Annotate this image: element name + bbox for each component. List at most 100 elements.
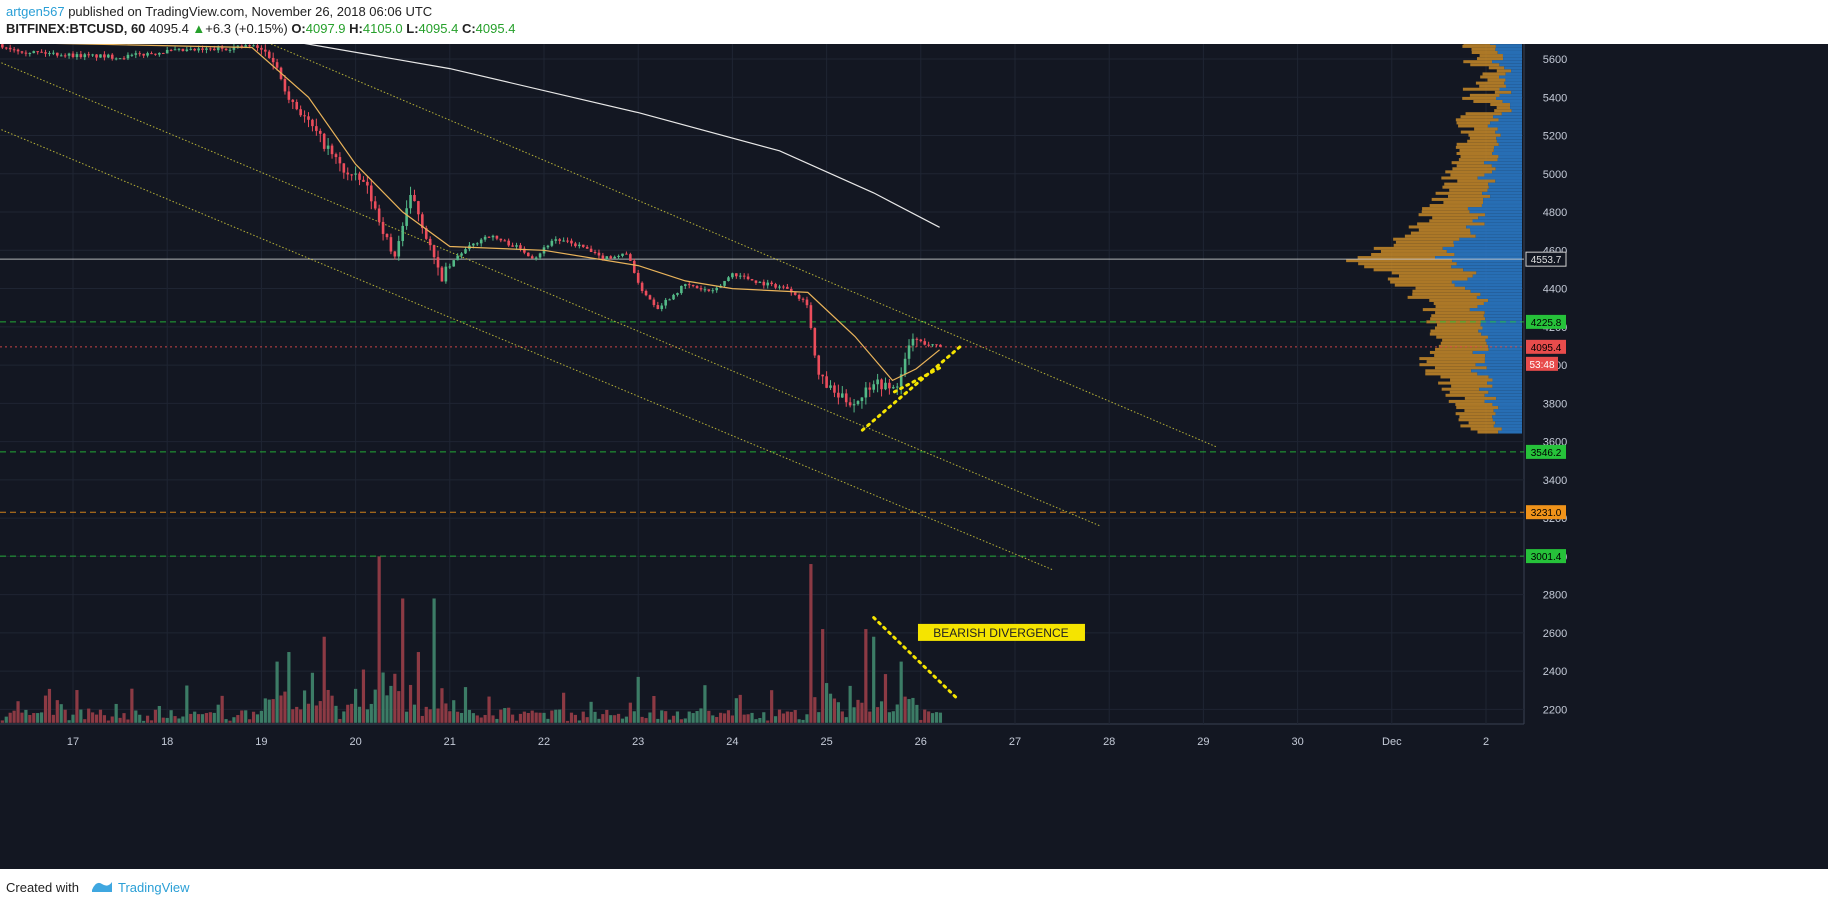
volume-profile-sell-bar bbox=[1463, 60, 1493, 64]
volume-profile-sell-bar bbox=[1474, 127, 1498, 131]
candle-body bbox=[880, 379, 883, 390]
volume-bar bbox=[652, 695, 656, 723]
volume-profile-buy-bar bbox=[1482, 191, 1522, 195]
volume-bar bbox=[899, 661, 903, 723]
volume-profile-sell-bar bbox=[1462, 96, 1497, 100]
candle-body bbox=[786, 286, 789, 289]
volume-bar bbox=[322, 636, 326, 723]
volume-profile-buy-bar bbox=[1446, 249, 1522, 253]
volume-bar bbox=[483, 714, 487, 723]
volume-profile-sell-bar bbox=[1455, 145, 1495, 149]
candle-body bbox=[805, 299, 809, 306]
volume-bar bbox=[503, 708, 507, 723]
volume-bar bbox=[405, 711, 409, 723]
volume-profile-sell-bar bbox=[1357, 256, 1436, 260]
volume-profile-buy-bar bbox=[1492, 152, 1522, 156]
volume-profile-sell-bar bbox=[1476, 57, 1504, 61]
price-chart[interactable]: 5600540052005000480046004400420040003800… bbox=[0, 44, 1828, 869]
time-tick-label: 25 bbox=[820, 736, 832, 748]
volume-profile-buy-bar bbox=[1469, 210, 1522, 214]
author-link[interactable]: artgen567 bbox=[6, 4, 65, 19]
volume-bar bbox=[369, 703, 373, 723]
candle-body bbox=[338, 157, 342, 164]
candle-body bbox=[888, 382, 891, 389]
volume-bar bbox=[856, 699, 860, 723]
price-tick-label: 4400 bbox=[1543, 284, 1567, 296]
volume-bar bbox=[75, 690, 79, 723]
volume-profile-sell-bar bbox=[1415, 286, 1466, 290]
candle-body bbox=[122, 58, 126, 60]
volume-profile-buy-bar bbox=[1452, 259, 1522, 263]
candle-body bbox=[613, 256, 616, 259]
volume-profile-buy-bar bbox=[1454, 283, 1522, 287]
volume-bar bbox=[868, 711, 872, 723]
volume-profile-sell-bar bbox=[1496, 69, 1512, 73]
volume-profile-buy-bar bbox=[1480, 323, 1522, 327]
volume-profile-sell-bar bbox=[1458, 158, 1498, 162]
countdown-badge bbox=[1526, 356, 1558, 371]
price-tick-label: 2200 bbox=[1543, 704, 1567, 716]
volume-profile-buy-bar bbox=[1502, 99, 1522, 103]
candle-body bbox=[134, 53, 138, 55]
candle-body bbox=[424, 228, 428, 239]
candle-body bbox=[770, 282, 773, 285]
candle-body bbox=[32, 51, 36, 54]
volume-bar bbox=[173, 716, 177, 723]
candle-body bbox=[354, 173, 357, 175]
volume-profile-buy-bar bbox=[1496, 136, 1522, 140]
volume-bar bbox=[938, 712, 943, 723]
volume-bar bbox=[624, 716, 629, 723]
candle-body bbox=[75, 54, 79, 58]
volume-bar bbox=[699, 708, 703, 723]
volume-profile-sell-bar bbox=[1440, 375, 1489, 379]
price-tick-label: 5600 bbox=[1543, 54, 1567, 66]
volume-profile-buy-bar bbox=[1484, 173, 1522, 177]
time-tick-label: 2 bbox=[1483, 736, 1489, 748]
volume-profile-sell-bar bbox=[1430, 329, 1479, 333]
candle-body bbox=[318, 130, 322, 134]
volume-profile-buy-bar bbox=[1485, 213, 1522, 217]
volume-profile-sell-bar bbox=[1373, 246, 1443, 250]
candle-body bbox=[456, 255, 459, 261]
candle-body bbox=[244, 45, 247, 47]
volume-profile-buy-bar bbox=[1485, 338, 1522, 342]
candle-body bbox=[809, 305, 813, 329]
volume-profile-sell-bar bbox=[1494, 90, 1512, 94]
volume-bar bbox=[832, 698, 837, 723]
volume-bar bbox=[668, 719, 672, 723]
tradingview-brand-link[interactable]: TradingView bbox=[118, 880, 190, 895]
candle-body bbox=[142, 53, 145, 56]
candle-body bbox=[283, 79, 287, 92]
volume-profile-buy-bar bbox=[1490, 121, 1522, 125]
change-value: +6.3 (+0.15%) bbox=[205, 21, 288, 36]
candle-body bbox=[793, 292, 797, 295]
volume-profile-buy-bar bbox=[1495, 421, 1522, 425]
volume-profile-sell-bar bbox=[1456, 164, 1492, 168]
volume-bar bbox=[879, 701, 884, 723]
published-text: published on TradingView.com, November 2… bbox=[68, 4, 433, 19]
candle-body bbox=[868, 387, 872, 390]
volume-bar bbox=[923, 709, 927, 723]
volume-bar bbox=[495, 718, 499, 723]
candle-body bbox=[326, 145, 330, 149]
volume-profile bbox=[1346, 44, 1522, 434]
volume-profile-sell-bar bbox=[1425, 372, 1478, 376]
candle-body bbox=[801, 298, 805, 300]
candle-body bbox=[334, 154, 338, 158]
volume-bar bbox=[452, 700, 456, 723]
volume-profile-buy-bar bbox=[1505, 84, 1522, 88]
volume-profile-buy-bar bbox=[1442, 246, 1522, 250]
time-tick-label: 23 bbox=[632, 736, 644, 748]
volume-profile-sell-bar bbox=[1456, 406, 1499, 410]
volume-bar bbox=[569, 712, 574, 723]
volume-profile-sell-bar bbox=[1469, 136, 1497, 140]
volume-profile-buy-bar bbox=[1488, 185, 1522, 189]
volume-profile-sell-bar bbox=[1488, 66, 1505, 70]
candle-body bbox=[440, 267, 444, 282]
volume-bar bbox=[750, 712, 754, 723]
volume-bar bbox=[550, 710, 554, 723]
candle-body bbox=[856, 401, 860, 405]
candle-body bbox=[825, 376, 828, 388]
volume-bar bbox=[526, 712, 530, 723]
candle-body bbox=[589, 248, 593, 252]
